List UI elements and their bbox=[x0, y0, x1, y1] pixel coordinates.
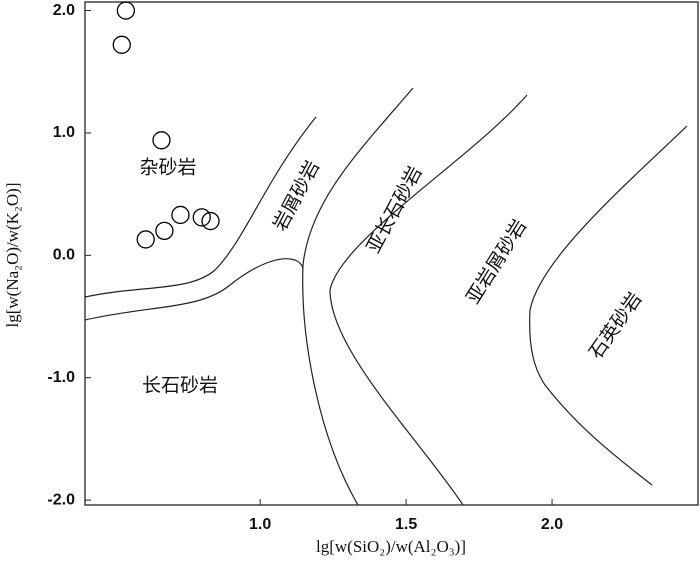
boundary-curve bbox=[302, 87, 414, 506]
boundary-curve bbox=[329, 94, 528, 506]
x-axis-label: lg[w(SiO₂)/w(Al₂O₃)] bbox=[316, 537, 466, 556]
region-label: 长石砂岩 bbox=[142, 375, 218, 397]
point bbox=[192, 208, 211, 227]
point bbox=[136, 230, 155, 249]
region-label: 亚岩屑砂岩 bbox=[462, 216, 531, 308]
point bbox=[112, 35, 131, 54]
point bbox=[201, 211, 220, 231]
x-tick-label: 2.0 bbox=[541, 516, 563, 533]
region-label: 石英砂岩 bbox=[585, 288, 647, 363]
boundary-curve bbox=[529, 125, 688, 486]
y-axis-label: lg[w(Na₂O)/w(K₂O)] bbox=[3, 183, 22, 328]
y-tick-label: -1.0 bbox=[47, 369, 75, 386]
x-tick-label: 1.5 bbox=[395, 516, 417, 533]
y-tick-label: -2.0 bbox=[47, 491, 75, 508]
y-tick-label: 1.0 bbox=[53, 124, 75, 141]
boundary-curve bbox=[84, 258, 304, 321]
region-label: 岩屑砂岩 bbox=[269, 157, 324, 234]
boundary-curve bbox=[84, 116, 317, 298]
y-tick-label: 2.0 bbox=[53, 2, 75, 19]
point bbox=[171, 205, 190, 225]
plot-frame bbox=[84, 1, 699, 506]
region-label: 亚长石砂岩 bbox=[363, 163, 427, 257]
x-tick-label: 1.0 bbox=[249, 516, 271, 533]
point bbox=[155, 221, 174, 241]
region-label: 杂砂岩 bbox=[139, 157, 196, 179]
y-tick-label: 0.0 bbox=[53, 247, 75, 264]
point bbox=[152, 131, 171, 150]
point bbox=[116, 1, 136, 20]
